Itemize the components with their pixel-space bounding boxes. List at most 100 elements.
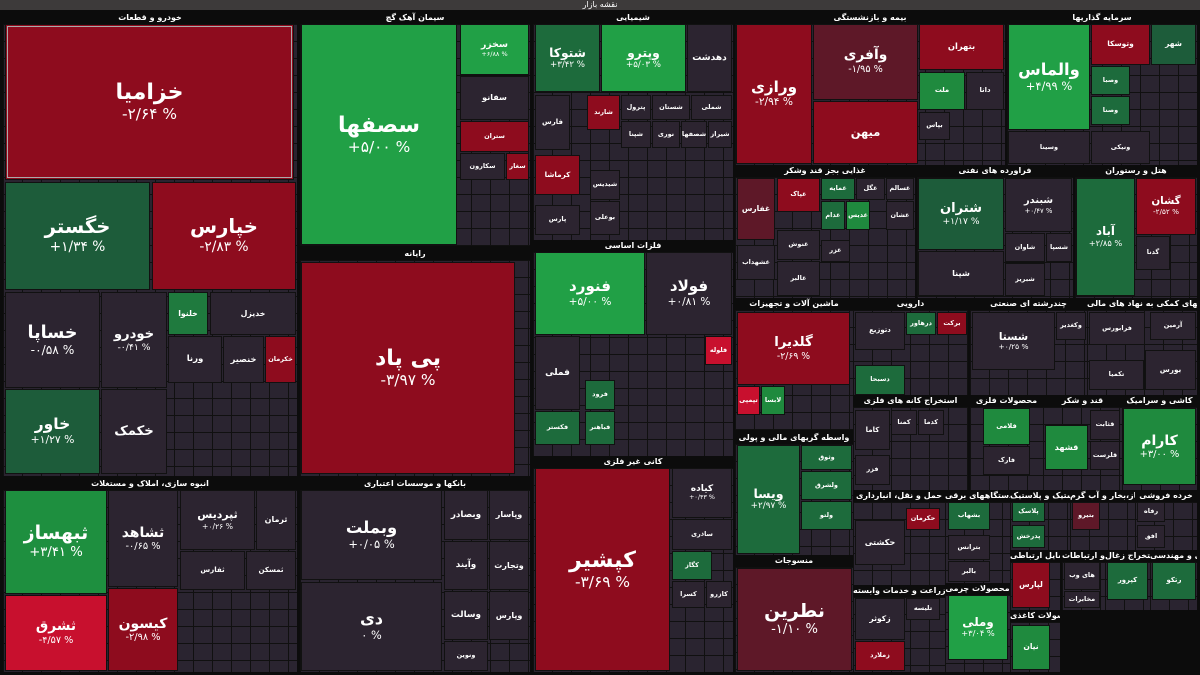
stock-name: وپترو <box>627 45 660 60</box>
stock-tile: خگستر +۱/۳۴ % <box>5 182 150 290</box>
stock-tile: گلدیرا -۲/۶۹ % <box>737 312 850 385</box>
stock-tile: ملت <box>919 72 965 110</box>
stock-name: غالبر <box>790 273 807 282</box>
stock-name: کیسون <box>118 615 168 632</box>
stock-name: ورازی <box>750 77 798 96</box>
stock-tile: شصفها <box>681 121 707 148</box>
stock-name: دسبحا <box>870 375 890 384</box>
sector-title: استخراج زغال <box>1105 551 1150 560</box>
stock-change: -۲/۸۳ % <box>199 239 249 256</box>
stock-tile: شستا +۰/۲۵ % <box>972 312 1055 370</box>
sector-title: وسایل ارتباطی <box>1010 551 1060 560</box>
stock-tile: درهاور <box>906 312 936 335</box>
stock-tile: وتجارت <box>489 541 529 590</box>
stock-tile: قثابت <box>1090 410 1120 440</box>
stock-name: فلوله <box>709 345 728 354</box>
stock-name: غشهداب <box>742 257 770 266</box>
stock-change: -۰/۵۸ % <box>30 342 75 357</box>
stock-name: ثشاهد <box>121 524 165 541</box>
stock-name: سخزر <box>481 39 508 51</box>
stock-change: +۱/۳۴ % <box>49 239 106 256</box>
stock-name: مخابرات <box>1068 594 1096 603</box>
stock-name: وبصادر <box>450 509 482 520</box>
stock-name: نیان <box>1023 642 1039 652</box>
stock-name: آباد <box>1096 224 1115 239</box>
stock-name: خاور <box>34 415 71 434</box>
sector-title: رایانه <box>404 249 426 258</box>
stock-name: زملارد <box>870 651 890 660</box>
stock-tile: نوری <box>652 121 680 148</box>
stock-name: کرماشا <box>544 169 571 179</box>
stock-name: فارس <box>542 118 563 127</box>
map-title: نقشه بازار <box>0 0 1200 10</box>
stock-tile: ونوین <box>444 641 488 671</box>
sector-title: حمل و نقل، انبارداری <box>856 491 942 500</box>
stock-tile: تکمیا <box>1089 360 1144 390</box>
stock-name: ونیکی <box>1110 142 1131 151</box>
stock-tile: غالبر <box>777 261 820 296</box>
stock-name: بشهاب <box>957 511 981 520</box>
stock-tile: ساذری <box>672 519 732 550</box>
stock-name: غشان <box>890 210 910 219</box>
stock-name: فارک <box>997 455 1016 464</box>
sector-title: هتل و رستوران <box>1105 166 1167 175</box>
stock-tile: فلوله <box>705 336 732 365</box>
stock-name: کپرور <box>1117 576 1138 585</box>
stock-change: +۳/۰۰ % <box>1139 448 1180 460</box>
stock-tile: فزر <box>855 455 890 485</box>
stock-tile: زملارد <box>855 641 905 671</box>
stock-tile: خساپا -۰/۵۸ % <box>5 292 100 388</box>
stock-change: +۶/۸۸ % <box>481 49 508 58</box>
stock-name: وملی <box>962 614 994 629</box>
stock-tile: فکستر <box>535 411 580 445</box>
stock-name: خدیزل <box>240 309 266 318</box>
stock-tile: ولشرق <box>801 471 852 500</box>
stock-name: وصنا <box>1102 105 1119 114</box>
stock-tile: شارند <box>587 95 620 130</box>
stock-tile: شبریز <box>1005 263 1045 296</box>
stock-tile: شپنا <box>621 121 651 148</box>
stock-tile: تپمپی <box>737 386 760 415</box>
stock-name: غزر <box>829 246 842 255</box>
stock-name: گلدیرا <box>774 335 813 351</box>
stock-name: آرمین <box>1163 321 1183 330</box>
stock-name: کمنا <box>897 417 911 426</box>
stock-name: غگل <box>863 184 878 193</box>
stock-name: وآیند <box>455 560 477 571</box>
stock-name: زکوثر <box>869 613 891 623</box>
stock-tile: وثوق <box>801 445 852 470</box>
stock-tile: فرابورس <box>1089 312 1145 345</box>
stock-change: +۱/۲۷ % <box>30 432 75 446</box>
stock-tile: غدام <box>821 201 845 230</box>
stock-name: ویسا <box>753 485 784 501</box>
stock-tile: قلرست <box>1090 441 1120 470</box>
stock-tile: رفاه <box>1137 502 1165 522</box>
stock-tile: بتیرو <box>1072 502 1100 530</box>
stock-name: کارام <box>1141 432 1178 449</box>
sector-title: فراورده های نفتی <box>958 166 1032 175</box>
stock-tile: کرماشا <box>535 155 580 195</box>
stock-name: شبندر <box>1024 195 1053 207</box>
stock-tile: کپرور <box>1107 562 1148 600</box>
stock-name: فلامی <box>996 421 1017 430</box>
stock-name: لابسا <box>764 395 782 404</box>
sector-title: کانی غیر فلزی <box>603 457 663 466</box>
stock-tile: خزامیا -۲/۶۴ % <box>5 24 294 180</box>
stock-name: خپارس <box>190 215 258 239</box>
stock-change: +۲/۸۵ % <box>1088 237 1123 248</box>
stock-tile: زکوثر <box>855 598 905 640</box>
stock-name: خکمک <box>114 423 154 439</box>
stock-name: وسینا <box>1039 142 1059 151</box>
stock-tile: های وب <box>1064 562 1100 590</box>
stock-tile: کاما <box>855 410 890 450</box>
stock-name: غپاک <box>790 190 807 199</box>
stock-name: خزامیا <box>115 80 184 106</box>
stock-tile: شتران +۱/۱۷ % <box>918 178 1004 250</box>
stock-tile: وآفری -۱/۹۵ % <box>813 24 918 100</box>
stock-tile: فولاد +۰/۸۱ % <box>646 252 732 335</box>
stock-name: شستان <box>659 102 683 111</box>
stock-tile: وملی +۳/۰۴ % <box>948 595 1008 660</box>
stock-tile: نطرین -۱/۱۰ % <box>737 568 852 671</box>
sector-title: سرمایه گذاریها <box>1072 13 1132 22</box>
